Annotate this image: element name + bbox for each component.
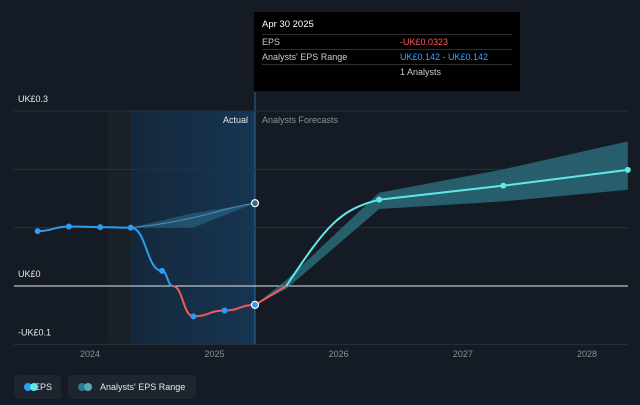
tooltip-label: EPS (262, 37, 281, 47)
eps-point (159, 267, 166, 274)
past-range-band (130, 203, 255, 228)
range-point-hovered (250, 199, 260, 208)
forecast-point (376, 196, 383, 203)
legend-item-eps[interactable]: EPS (14, 375, 61, 399)
forecast-range-band (254, 141, 628, 305)
y-axis-label: UK£0 (18, 269, 41, 279)
eps-point (221, 307, 228, 314)
forecast-point (500, 182, 507, 189)
legend-label-eps-range: Analysts' EPS Range (100, 382, 186, 392)
tooltip-label (262, 67, 400, 78)
x-tick-label: 2028 (577, 349, 597, 359)
eps-tooltip: Apr 30 2025 EPS -UK£0.0323 Analysts' EPS… (254, 12, 520, 91)
legend-swatch-eps (24, 383, 38, 391)
tooltip-row-range: Analysts' EPS Range UK£0.142 - UK£0.142 (262, 49, 512, 64)
actual-label: Actual (223, 115, 248, 125)
forecast-label: Analysts Forecasts (262, 115, 339, 125)
eps-point (65, 223, 72, 230)
tooltip-value: 1 Analysts (400, 67, 442, 77)
legend-swatch-eps-range (78, 383, 92, 391)
eps-point-hovered (250, 300, 260, 309)
x-tick-label: 2026 (329, 349, 349, 359)
tooltip-row-analysts: 1 Analysts (262, 64, 512, 79)
eps-point (127, 224, 134, 231)
eps-point (34, 228, 41, 235)
tooltip-label: Analysts' EPS Range (262, 52, 348, 62)
y-axis-label: UK£0.3 (18, 94, 48, 104)
x-tick-label: 2025 (204, 349, 224, 359)
tooltip-value: UK£0.142 - UK£0.142 (400, 52, 489, 62)
past-forecast-line (130, 202, 256, 229)
eps-point (97, 224, 104, 231)
forecast-line-negative (254, 285, 287, 306)
x-tick-label: 2024 (80, 349, 100, 359)
y-axis-label: -UK£0.1 (18, 327, 51, 337)
forecast-point (624, 166, 631, 173)
eps-line-negative (172, 285, 255, 318)
legend-label-eps: EPS (33, 382, 52, 392)
tooltip-date: Apr 30 2025 (262, 19, 314, 30)
eps-point (190, 313, 197, 320)
tooltip-row-eps: EPS -UK£0.0323 (262, 34, 512, 49)
legend-item-eps-range[interactable]: Analysts' EPS Range (68, 375, 196, 399)
tooltip-value: -UK£0.0323 (400, 37, 449, 47)
x-tick-label: 2027 (453, 349, 473, 359)
